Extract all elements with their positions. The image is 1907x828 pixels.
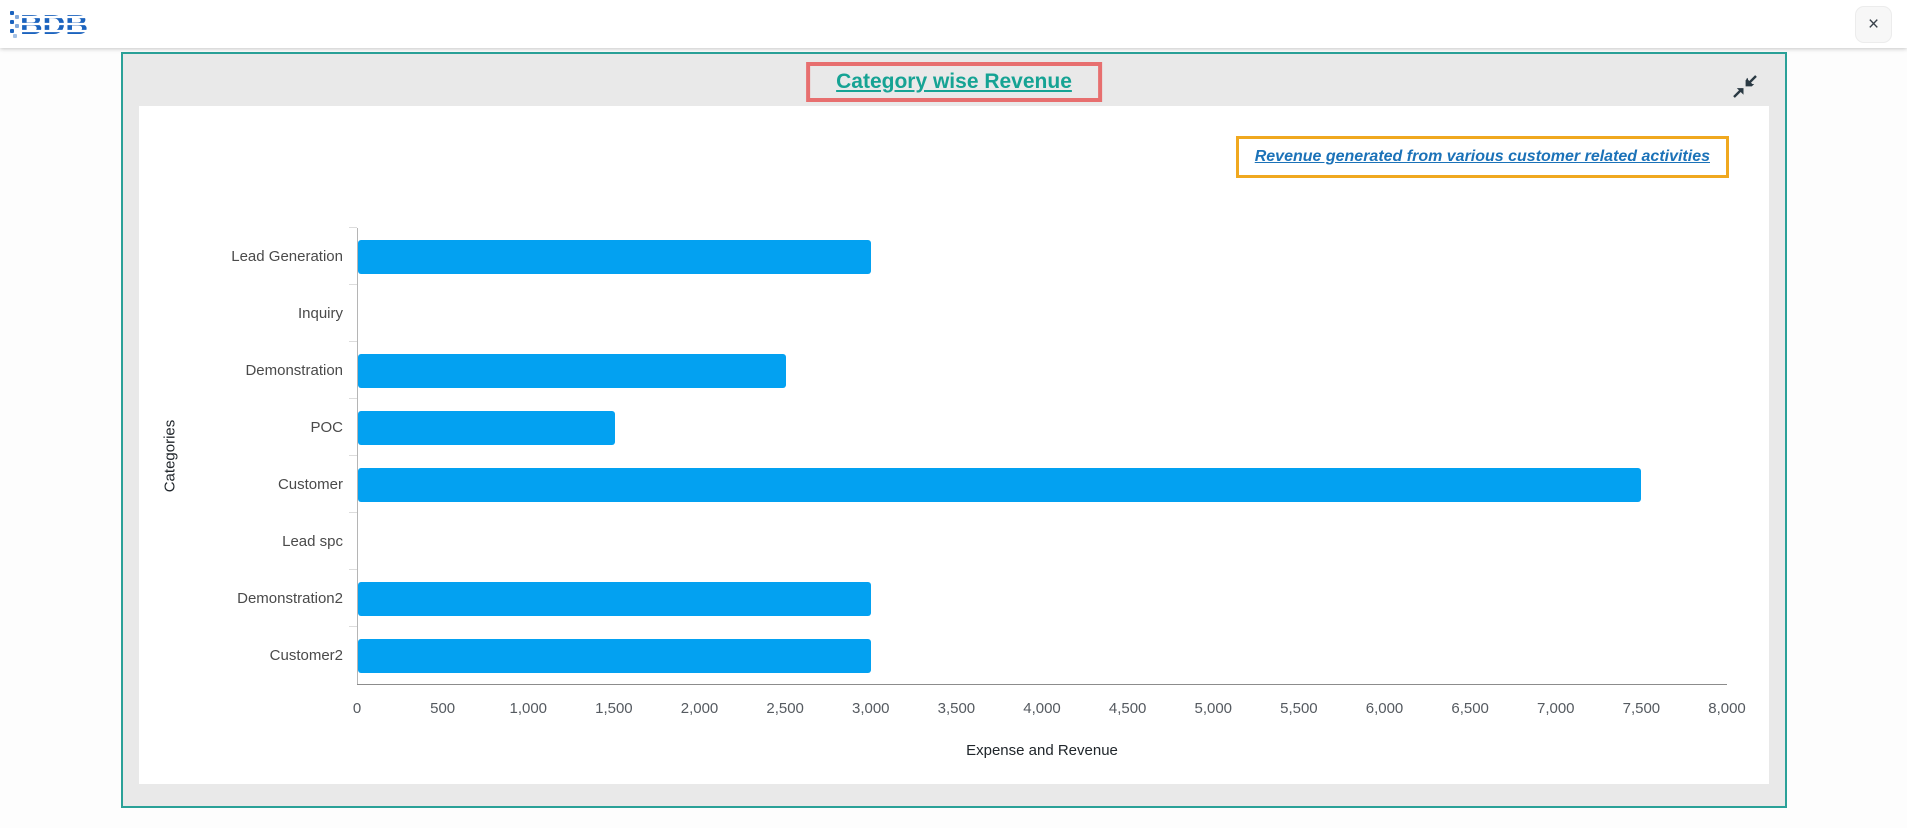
x-tick-label: 3,000 — [851, 700, 890, 717]
chart-row: Customer — [139, 455, 1727, 513]
bar-track — [349, 626, 1727, 684]
bdb-logo-icon[interactable]: BDB — [8, 7, 92, 41]
x-tick-label: 8,000 — [1708, 700, 1746, 717]
x-tick-label: 7,500 — [1622, 700, 1661, 717]
collapse-arrows-icon[interactable] — [1731, 72, 1759, 100]
x-tick-label: 0 — [352, 700, 362, 717]
bar[interactable] — [358, 581, 872, 616]
chart-row: Lead spc — [139, 512, 1727, 570]
category-label: Customer2 — [269, 647, 343, 664]
bar-track — [349, 512, 1727, 570]
category-label: POC — [310, 419, 343, 436]
x-tick-label: 7,000 — [1536, 700, 1575, 717]
x-tick-label: 5,000 — [1194, 700, 1233, 717]
widget-title: Category wise Revenue — [836, 70, 1072, 93]
category-label: Lead Generation — [231, 248, 343, 265]
x-tick-label: 500 — [430, 700, 456, 717]
chart-row: Lead Generation — [139, 227, 1727, 285]
x-axis-title: Expense and Revenue — [966, 742, 1118, 759]
bar-track — [349, 455, 1727, 513]
x-tick-label: 4,500 — [1108, 700, 1147, 717]
bar-track — [349, 227, 1727, 285]
chart-row: POC — [139, 398, 1727, 456]
x-tick-label: 5,500 — [1280, 700, 1318, 717]
chart-widget-panel: Category wise Revenue Revenue generated … — [121, 52, 1787, 808]
widget-subtitle: Revenue generated from various customer … — [1254, 148, 1710, 165]
x-tick-label: 1,500 — [595, 700, 633, 717]
x-tick-label: 1,000 — [509, 700, 548, 717]
category-label: Lead spc — [282, 533, 343, 550]
category-label: Demonstration — [245, 362, 343, 379]
x-axis-ticks: 0 500 1,000 1,500 2,000 2,500 3,000 3,500 4,000 4… — [353, 700, 1746, 722]
category-label: Inquiry — [297, 305, 343, 322]
bar-track — [349, 284, 1727, 342]
x-tick-label: 6,000 — [1365, 700, 1404, 717]
category-label: Demonstration2 — [237, 590, 343, 607]
bar[interactable] — [358, 239, 872, 274]
bar-track — [349, 569, 1727, 627]
category-label: Customer — [277, 476, 343, 493]
bar[interactable] — [358, 353, 786, 388]
chart-rows: Lead Generation Inquiry Demonstration POC Cu… — [139, 227, 1727, 684]
chart-row: Demonstration2 — [139, 569, 1727, 627]
chart-row: Customer2 — [139, 626, 1727, 684]
x-axis-line — [357, 684, 1727, 685]
bar[interactable] — [358, 467, 1642, 502]
top-bar: BDB × — [0, 0, 1907, 48]
chart-card: Revenue generated from various customer … — [139, 106, 1769, 784]
chart-row: Demonstration — [139, 341, 1727, 399]
chart-row: Inquiry — [139, 284, 1727, 342]
close-icon: × — [1867, 13, 1880, 35]
x-tick-label: 2,500 — [766, 700, 804, 717]
widget-title-box[interactable]: Category wise Revenue — [806, 62, 1102, 102]
x-tick-label: 2,000 — [680, 700, 719, 717]
widget-subtitle-box[interactable]: Revenue generated from various customer … — [1235, 136, 1729, 178]
bar-track — [349, 341, 1727, 399]
x-tick-label: 3,500 — [937, 700, 976, 717]
x-tick-label: 6,500 — [1451, 700, 1489, 717]
bar[interactable] — [358, 638, 872, 673]
bar-track — [349, 398, 1727, 456]
x-tick-label: 4,000 — [1023, 700, 1061, 717]
close-button[interactable]: × — [1855, 6, 1892, 43]
bar[interactable] — [358, 410, 615, 445]
